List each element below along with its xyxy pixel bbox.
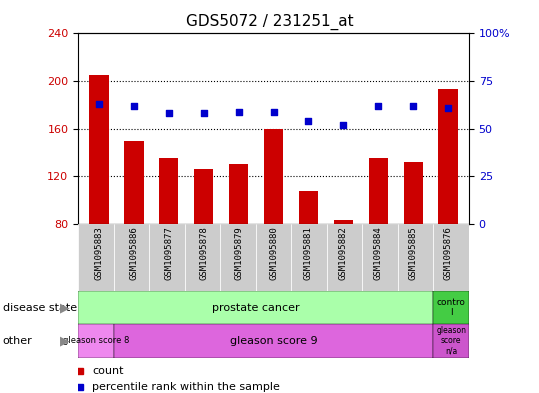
Bar: [369, 158, 388, 224]
Bar: [433, 324, 469, 358]
Bar: [160, 158, 178, 224]
Text: GSM1095877: GSM1095877: [164, 226, 174, 280]
Text: GSM1095880: GSM1095880: [269, 226, 278, 280]
Bar: [114, 324, 433, 358]
Bar: [220, 224, 256, 291]
Point: [339, 122, 348, 128]
Text: count: count: [92, 366, 124, 376]
Text: GSM1095882: GSM1095882: [339, 226, 348, 280]
Text: ▶: ▶: [60, 334, 70, 347]
Point: [270, 108, 278, 115]
Bar: [185, 224, 220, 291]
Text: GSM1095878: GSM1095878: [199, 226, 208, 280]
Text: gleason
score
n/a: gleason score n/a: [436, 326, 466, 356]
Bar: [125, 141, 143, 224]
Text: contro
l: contro l: [437, 298, 466, 317]
Bar: [404, 162, 423, 224]
Point: [95, 101, 103, 107]
Bar: [291, 224, 327, 291]
Point: [409, 103, 417, 109]
Bar: [362, 224, 398, 291]
Point: [164, 110, 173, 117]
Bar: [334, 220, 353, 224]
Text: GSM1095884: GSM1095884: [374, 226, 383, 280]
Point: [234, 108, 243, 115]
Text: prostate cancer: prostate cancer: [212, 303, 300, 312]
Point: [304, 118, 313, 124]
Bar: [299, 191, 318, 224]
Text: gleason score 8: gleason score 8: [63, 336, 129, 345]
Text: GSM1095879: GSM1095879: [234, 226, 243, 280]
Point: [444, 105, 452, 111]
Bar: [433, 291, 469, 324]
Text: ▶: ▶: [60, 301, 70, 314]
Text: other: other: [3, 336, 32, 346]
Text: percentile rank within the sample: percentile rank within the sample: [92, 382, 280, 392]
Bar: [433, 224, 469, 291]
Bar: [229, 164, 248, 224]
Point: [130, 103, 139, 109]
Text: GDS5072 / 231251_at: GDS5072 / 231251_at: [186, 14, 353, 30]
Bar: [114, 224, 149, 291]
Bar: [78, 324, 114, 358]
Point: [374, 103, 383, 109]
Text: GSM1095883: GSM1095883: [94, 226, 103, 280]
Bar: [398, 224, 433, 291]
Text: GSM1095881: GSM1095881: [304, 226, 313, 280]
Point: [199, 110, 208, 117]
Text: gleason score 9: gleason score 9: [230, 336, 317, 346]
Text: GSM1095885: GSM1095885: [409, 226, 418, 280]
Text: disease state: disease state: [3, 303, 77, 312]
Bar: [89, 75, 109, 224]
Text: GSM1095876: GSM1095876: [444, 226, 453, 280]
Bar: [256, 224, 291, 291]
Bar: [264, 129, 283, 224]
Bar: [194, 169, 213, 224]
Bar: [438, 89, 458, 224]
Bar: [327, 224, 362, 291]
Text: GSM1095886: GSM1095886: [129, 226, 139, 280]
Bar: [78, 224, 114, 291]
Bar: [149, 224, 185, 291]
